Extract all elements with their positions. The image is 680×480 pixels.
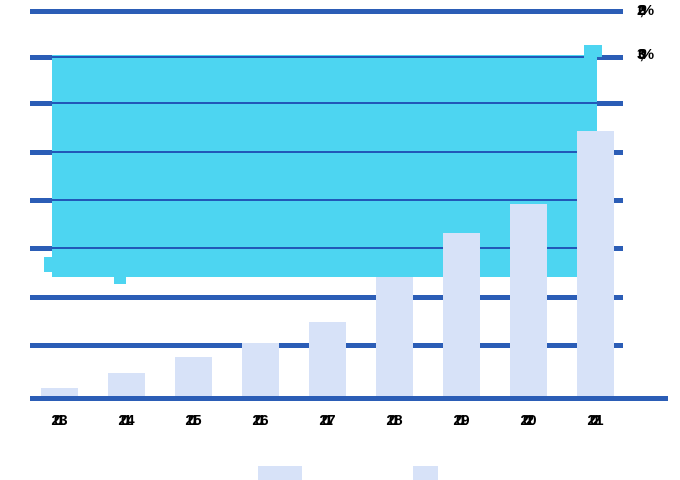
bar-2018 <box>376 277 413 401</box>
x-axis-label: 2014 <box>118 412 134 429</box>
right-axis-label-second: 3,0% <box>637 46 654 63</box>
gridline-thin <box>52 102 597 104</box>
x-axis-label: 2017 <box>319 412 335 429</box>
cyan-range-block <box>52 55 597 277</box>
bar-2021 <box>577 131 614 401</box>
x-axis-label: 2020 <box>520 412 536 429</box>
x-axis-label: 2015 <box>185 412 201 429</box>
x-axis-label: 2018 <box>386 412 402 429</box>
x-axis-label: 2019 <box>453 412 469 429</box>
x-axis-label: 2021 <box>587 412 603 429</box>
x-axis-label: 2016 <box>252 412 268 429</box>
bar-2020 <box>510 204 547 401</box>
bar-2019 <box>443 233 480 401</box>
bar-2017 <box>309 322 346 401</box>
x-axis-label: 2013 <box>51 412 67 429</box>
gridline-thin <box>52 247 597 249</box>
gridline <box>30 9 623 14</box>
bar-2015 <box>175 357 212 401</box>
gridline-thin <box>52 151 597 153</box>
cyan-range-block <box>44 257 52 272</box>
bar-2016 <box>242 343 279 401</box>
right-axis-label-top: 2,0% <box>637 2 654 19</box>
cyan-range-block <box>584 45 602 57</box>
gridline <box>30 295 623 300</box>
cyan-range-block <box>114 277 126 284</box>
gridline-thin <box>52 199 597 201</box>
legend-swatch <box>258 466 302 480</box>
gridline-thin <box>52 56 584 58</box>
x-axis-line <box>30 396 668 401</box>
legend-swatch <box>413 466 438 480</box>
